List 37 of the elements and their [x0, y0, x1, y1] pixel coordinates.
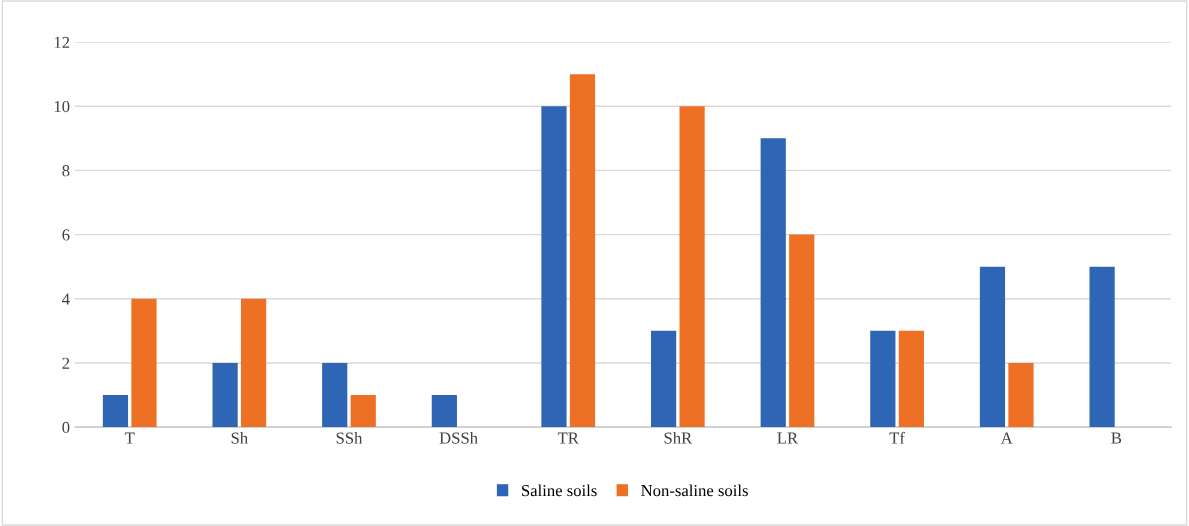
- legend-label: Non-saline soils: [641, 484, 748, 497]
- x-tick-label: Sh: [231, 431, 248, 444]
- bar: [679, 106, 705, 428]
- y-tick-label: 8: [62, 165, 70, 177]
- x-tick-label: ShR: [664, 431, 693, 444]
- x-tick-label: LR: [777, 432, 799, 444]
- bar: [212, 362, 238, 428]
- x-tick-label: T: [124, 432, 135, 444]
- bar: [240, 298, 267, 428]
- bar: [1008, 362, 1034, 428]
- y-tick-label: 2: [62, 357, 70, 369]
- bar: [431, 395, 457, 428]
- x-tick-label: Tf: [889, 431, 905, 444]
- x-tick-label: TR: [557, 432, 579, 444]
- bar: [789, 234, 815, 428]
- bar: [760, 138, 786, 428]
- y-tick-label: 4: [62, 293, 70, 305]
- bar: [870, 330, 896, 428]
- y-tick-label: 6: [62, 229, 70, 241]
- bar: [650, 330, 677, 428]
- legend-label: Saline soils: [522, 484, 597, 497]
- bar: [1089, 266, 1115, 428]
- bar: [350, 395, 376, 428]
- bar: [102, 395, 129, 428]
- x-tick-label: A: [1000, 432, 1013, 444]
- y-tick-label: 12: [54, 36, 70, 48]
- x-tick-label: DSSh: [439, 431, 478, 444]
- x-tick-label: SSh: [336, 431, 363, 444]
- bar: [322, 362, 348, 428]
- bar: [979, 266, 1006, 428]
- bar: [898, 330, 924, 428]
- bar: [541, 106, 567, 428]
- x-tick-label: B: [1111, 432, 1122, 444]
- bar: [131, 298, 157, 428]
- y-tick-label: 10: [54, 100, 70, 113]
- bar: [569, 74, 596, 428]
- y-tick-label: 0: [62, 421, 70, 434]
